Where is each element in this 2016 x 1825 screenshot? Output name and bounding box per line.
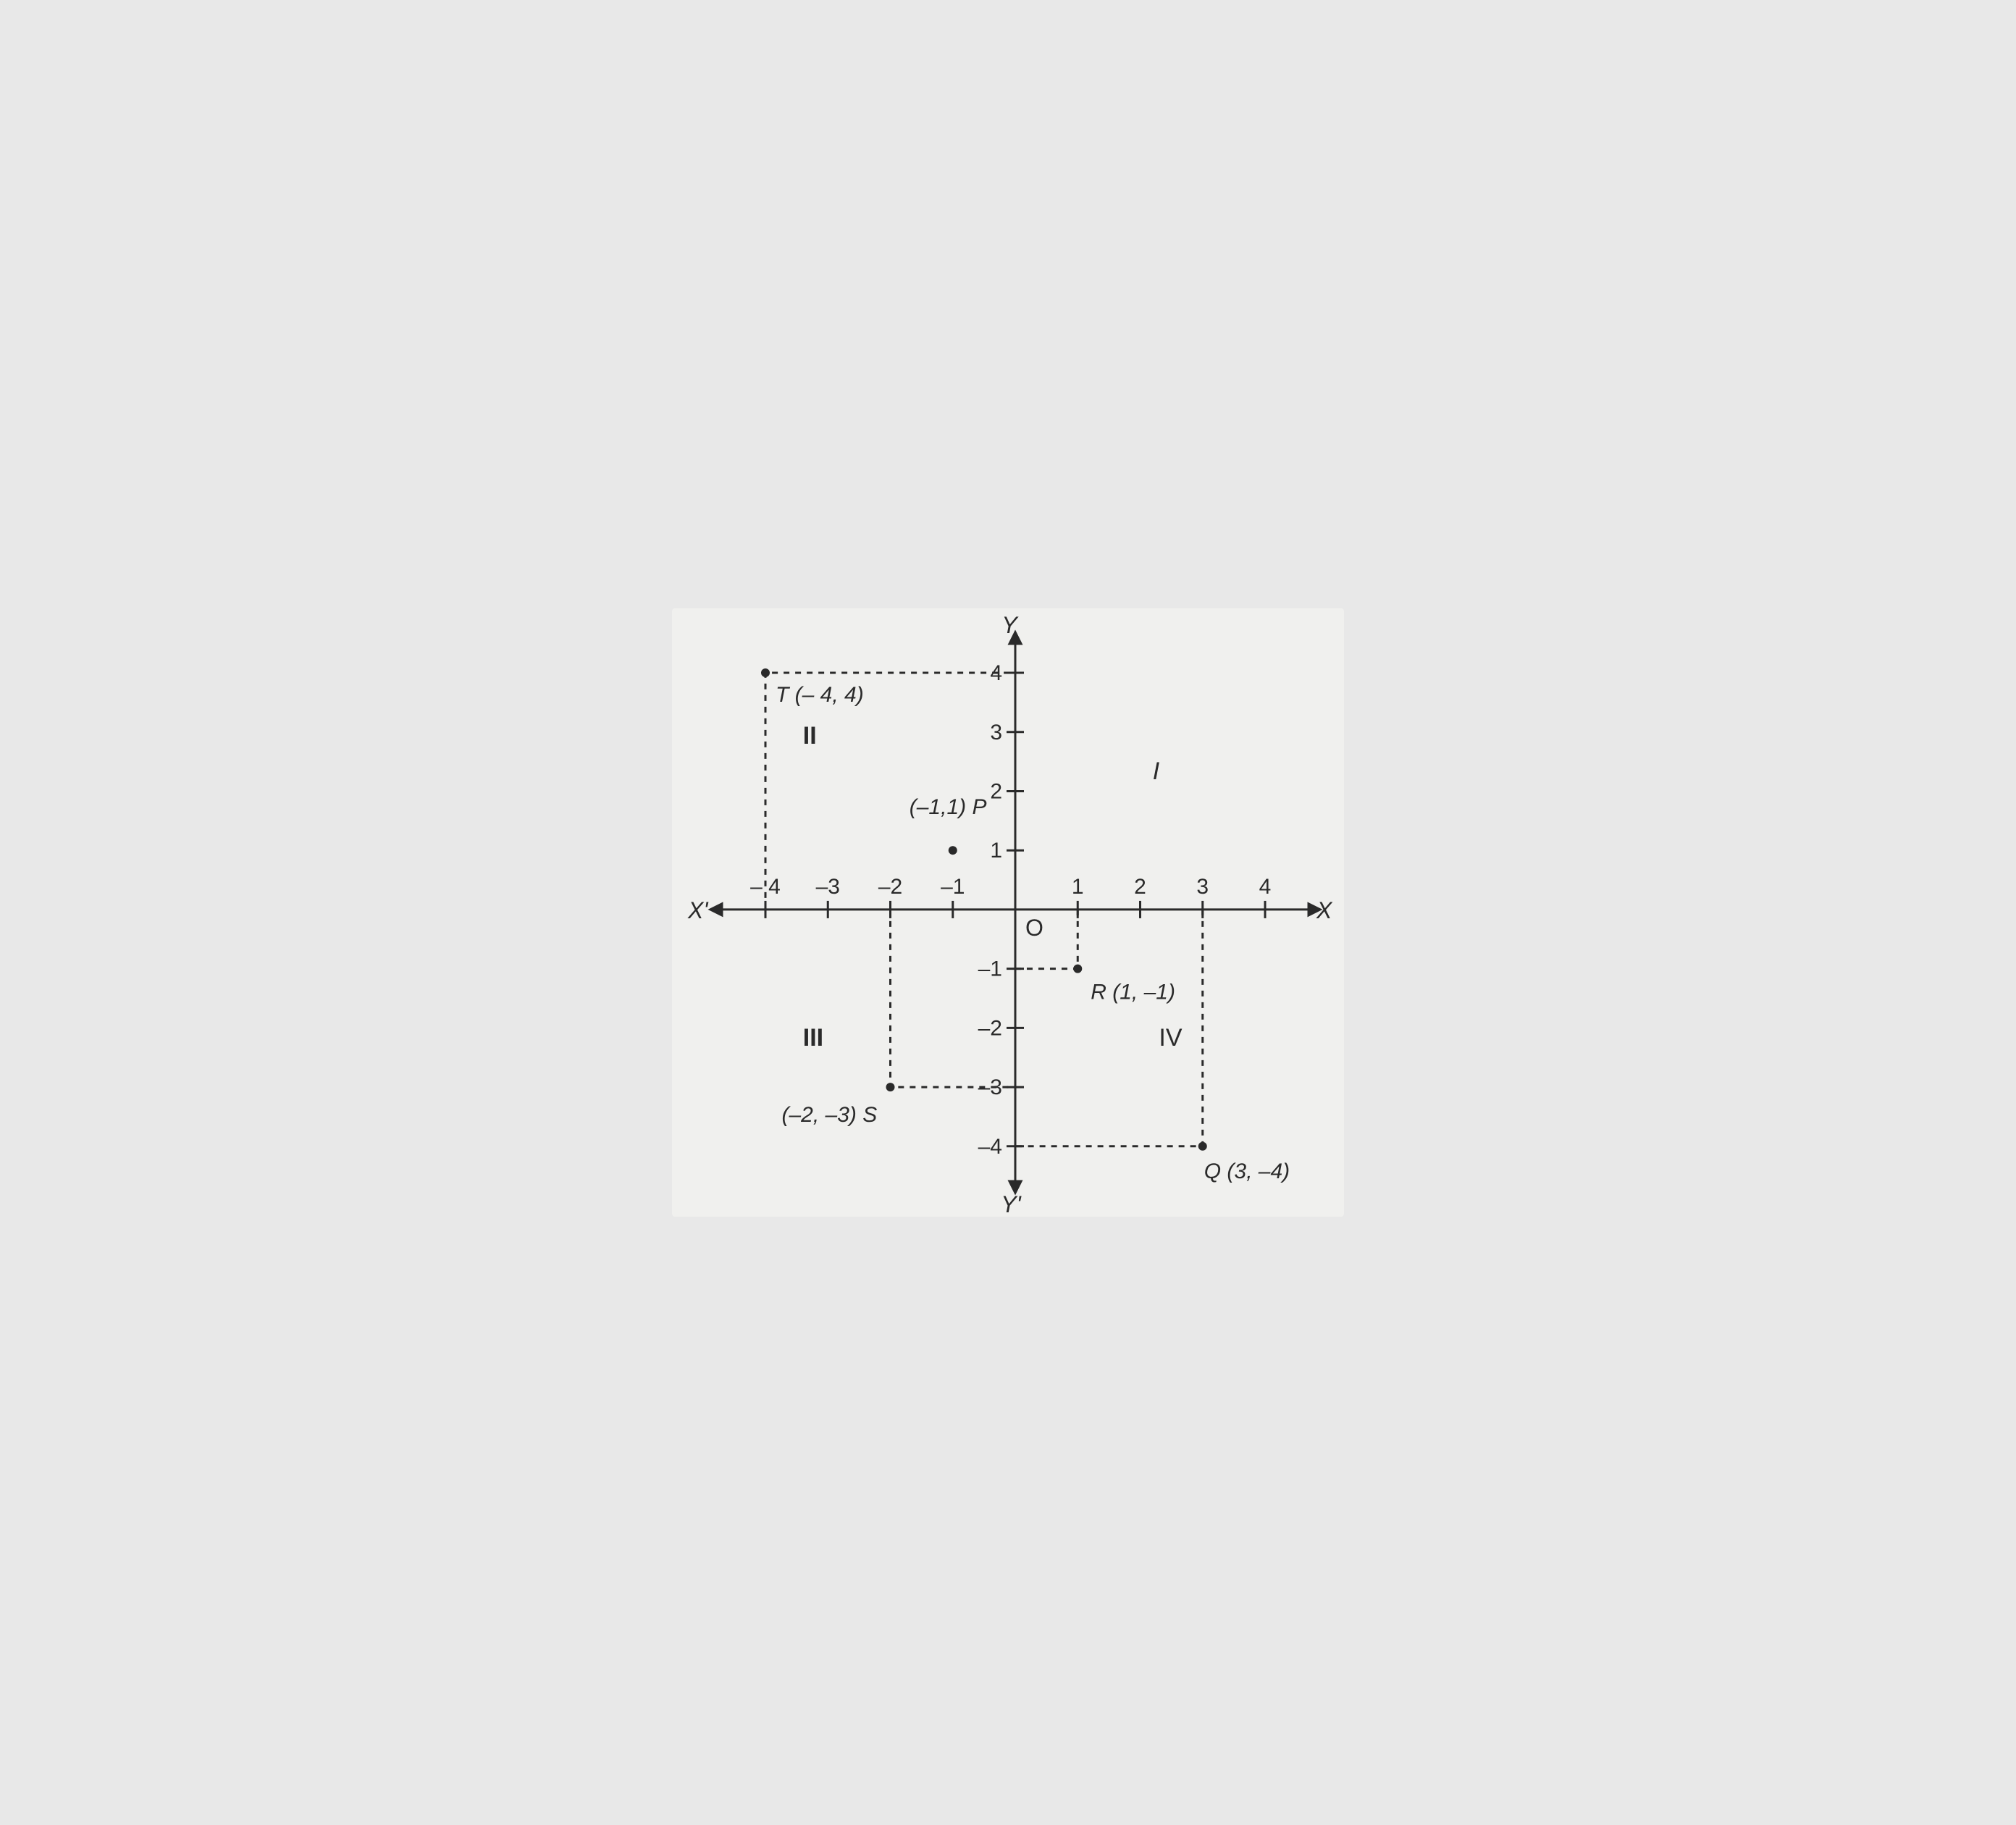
x-tick-label: –3	[816, 875, 840, 899]
point-R	[1073, 965, 1082, 973]
x-axis-label-neg: X'	[687, 897, 709, 923]
point-S	[886, 1083, 895, 1091]
x-tick-label: 2	[1134, 875, 1146, 899]
quadrant-2-label: II	[803, 722, 817, 750]
point-label-P: (–1,1) P	[910, 795, 987, 819]
guide-line	[891, 910, 1016, 1087]
point-label-T: T (– 4, 4)	[776, 683, 864, 707]
origin-label: O	[1025, 915, 1043, 941]
point-T	[761, 668, 770, 677]
x-axis-label-pos: X	[1316, 897, 1333, 923]
x-tick-label: –2	[878, 875, 902, 899]
y-tick-label: 1	[990, 839, 1002, 863]
point-P	[949, 846, 957, 855]
point-label-S: (–2, –3) S	[782, 1103, 878, 1127]
x-tick-label: –1	[941, 875, 965, 899]
x-tick-label: 3	[1196, 875, 1209, 899]
x-tick-label: 4	[1259, 875, 1272, 899]
guide-line	[765, 673, 1015, 910]
y-axis-label-neg: Y'	[1001, 1191, 1022, 1217]
point-Q	[1198, 1142, 1207, 1151]
coordinate-plane-svg: – 4–3–2–11234–4–3–2–11234OXX'YY'IIIIIIIV…	[672, 608, 1344, 1217]
y-tick-label: 3	[990, 721, 1002, 744]
quadrant-1-label: I	[1153, 758, 1160, 785]
y-tick-label: –2	[978, 1016, 1002, 1040]
y-tick-label: –4	[978, 1135, 1002, 1159]
quadrant-3-label: III	[803, 1024, 823, 1052]
y-tick-label: 2	[990, 779, 1002, 803]
x-tick-label: 1	[1072, 875, 1084, 899]
y-axis-label-pos: Y	[1001, 612, 1019, 638]
coordinate-plane: – 4–3–2–11234–4–3–2–11234OXX'YY'IIIIIIIV…	[672, 608, 1344, 1217]
point-label-R: R (1, –1)	[1091, 981, 1175, 1004]
guide-line	[1015, 910, 1078, 969]
y-tick-label: –1	[978, 957, 1002, 981]
point-label-Q: Q (3, –4)	[1204, 1159, 1290, 1183]
quadrant-4-label: IV	[1159, 1024, 1182, 1052]
